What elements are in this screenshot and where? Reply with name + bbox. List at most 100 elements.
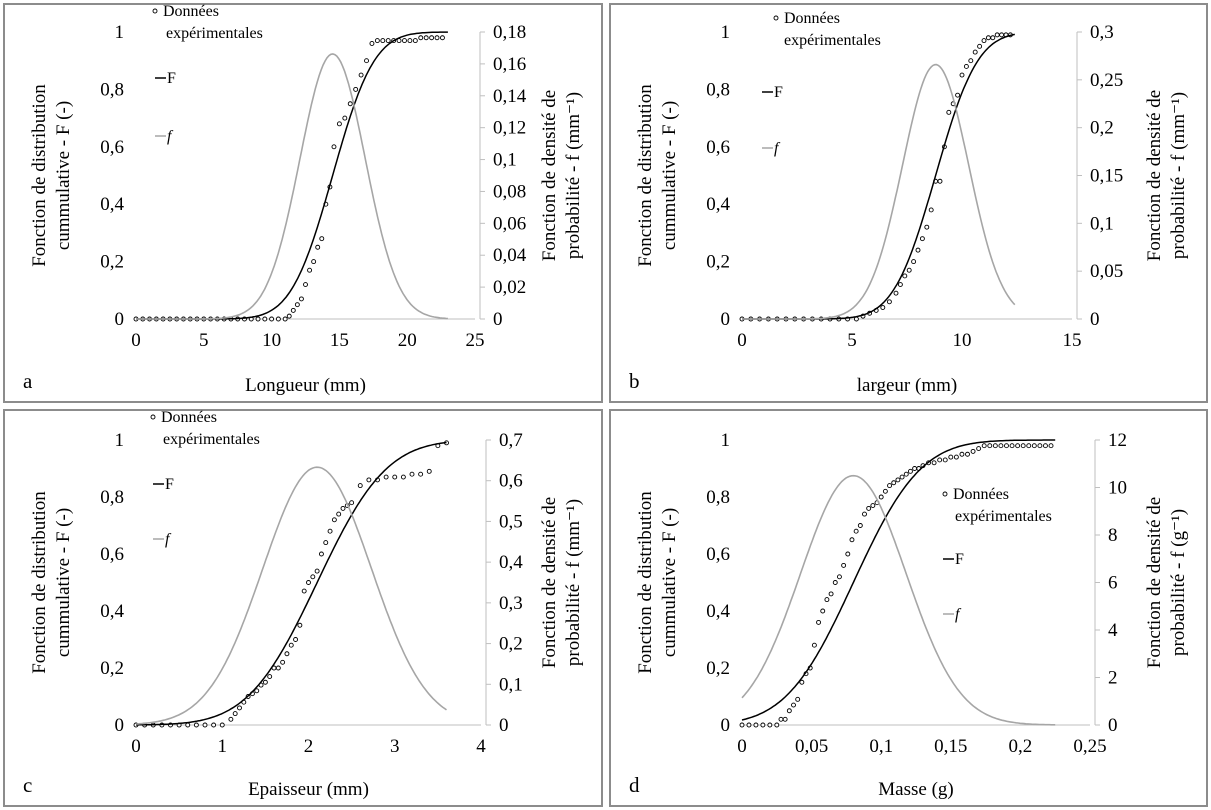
y-left-axis-title: Fonction de distribution (635, 491, 656, 674)
data-point (402, 38, 407, 44)
data-point (340, 505, 346, 511)
data-point (990, 35, 996, 41)
data-point (269, 316, 275, 322)
data-point (262, 316, 268, 322)
legend-label: F (955, 551, 964, 568)
y-left-axis-title: cummulative - F (-) (53, 508, 74, 657)
x-tick-label: 0,25 (1073, 736, 1106, 757)
legend-label: F (774, 84, 783, 101)
panel-label: d (629, 773, 640, 797)
data-point (319, 236, 325, 242)
data-point (1015, 443, 1021, 449)
data-point (327, 528, 333, 534)
x-tick-label: 10 (262, 330, 281, 351)
data-point (385, 38, 391, 44)
data-point (374, 38, 380, 44)
data-point (336, 511, 342, 517)
data-point (193, 722, 199, 728)
y-right-tick-label: 0,4 (499, 552, 523, 573)
data-point (976, 446, 982, 451)
data-point (185, 722, 191, 728)
data-point (294, 302, 300, 308)
y-right-axis-title: Fonction de densité de (539, 497, 560, 669)
y-left-tick-label: 0 (115, 715, 125, 736)
y-right-tick-label: 12 (1108, 430, 1127, 451)
data-point (760, 722, 766, 728)
data-point (955, 92, 961, 98)
x-tick-label: 4 (476, 736, 486, 757)
data-point (849, 537, 855, 543)
data-point (426, 468, 432, 474)
data-point (981, 443, 987, 449)
legend-label: f (955, 606, 962, 623)
series-F-line (136, 441, 447, 726)
x-tick-label: 1 (218, 736, 228, 757)
data-point (786, 708, 792, 714)
x-tick-label: 3 (390, 736, 400, 757)
data-point (970, 448, 976, 454)
y-right-tick-label: 0 (499, 715, 509, 736)
data-point (878, 494, 884, 500)
y-left-tick-label: 0,2 (100, 658, 124, 679)
data-point (306, 580, 311, 585)
data-point (280, 659, 286, 665)
y-left-axis-title: Fonction de distribution (635, 84, 656, 267)
data-point (297, 622, 303, 628)
y-right-axis-title: Fonction de densité de (1144, 497, 1165, 669)
data-point (311, 259, 317, 265)
y-right-axis-title: probabilité - f (mm⁻¹) (563, 499, 584, 666)
data-point (418, 471, 424, 477)
y-right-tick-label: 8 (1108, 525, 1118, 546)
legend-label: expérimentales (166, 25, 263, 42)
y-right-tick-label: 0,2 (1090, 118, 1114, 139)
y-right-tick-label: 6 (1108, 573, 1118, 594)
data-point (942, 457, 948, 463)
legend-label: expérimentales (163, 431, 260, 448)
legend-label: expérimentales (955, 508, 1052, 525)
y-left-tick-label: 0,2 (706, 252, 730, 273)
y-left-tick-label: 1 (115, 430, 125, 451)
y-right-tick-label: 10 (1108, 478, 1127, 499)
data-point (897, 282, 903, 288)
data-point (282, 316, 288, 322)
data-point (202, 722, 208, 728)
data-point (870, 503, 876, 509)
y-left-tick-label: 0,4 (706, 194, 730, 215)
data-point (310, 574, 316, 580)
data-point (977, 43, 983, 49)
data-point (959, 451, 965, 457)
y-right-axis-title: Fonction de densité de (1144, 90, 1165, 262)
data-point (418, 35, 424, 41)
data-point (924, 224, 930, 230)
x-axis-title: largeur (mm) (857, 375, 957, 396)
y-right-tick-label: 0,05 (1090, 261, 1123, 282)
data-point (336, 121, 342, 127)
data-point (1043, 443, 1048, 449)
legend-label: f (165, 531, 172, 548)
y-right-tick-label: 0,02 (493, 277, 526, 298)
x-tick-label: 15 (1063, 330, 1082, 351)
data-point (968, 58, 974, 64)
x-axis-title: Longueur (mm) (245, 375, 366, 396)
data-point (816, 619, 822, 625)
data-point (992, 443, 998, 449)
data-point (331, 144, 337, 150)
data-point (1009, 443, 1015, 449)
data-point (987, 443, 993, 449)
data-point (364, 58, 369, 64)
data-point (331, 517, 337, 523)
y-left-axis-title: Fonction de distribution (29, 84, 50, 267)
y-right-tick-label: 0,25 (1090, 70, 1123, 91)
data-point (906, 267, 912, 273)
y-left-tick-label: 0,2 (100, 252, 124, 273)
y-right-tick-label: 0,1 (499, 674, 523, 695)
y-left-tick-label: 0,8 (100, 79, 124, 100)
data-point (407, 38, 413, 44)
x-tick-label: 0,15 (934, 736, 967, 757)
y-right-tick-label: 0,2 (499, 634, 523, 655)
x-tick-label: 0,1 (869, 736, 893, 757)
data-point (254, 688, 260, 694)
y-left-tick-label: 0,6 (100, 137, 124, 158)
data-point (275, 665, 281, 671)
data-point (972, 49, 978, 55)
